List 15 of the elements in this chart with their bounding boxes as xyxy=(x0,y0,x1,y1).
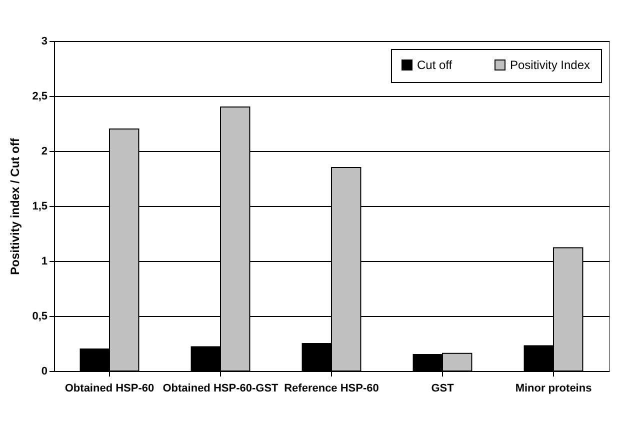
y-tick-label: 0 xyxy=(41,366,48,378)
y-tick-label: 2 xyxy=(41,146,48,158)
x-tick-label: Reference HSP-60 xyxy=(284,382,379,394)
y-tick-label: 1,5 xyxy=(32,200,48,212)
y-tick-label: 3 xyxy=(41,36,48,48)
x-tick-label: Obtained HSP-60-GST xyxy=(162,382,279,394)
x-tick-label: GST xyxy=(431,382,454,394)
y-tick-label: 2,5 xyxy=(32,90,48,102)
y-tick-label: 0,5 xyxy=(32,310,48,322)
legend-label: Positivity Index xyxy=(510,58,590,72)
y-tick-label: 1 xyxy=(41,256,48,268)
legend-label: Cut off xyxy=(417,58,453,72)
x-tick-label: Minor proteins xyxy=(515,382,592,394)
y-axis-title: Positivity index / Cut off xyxy=(8,137,22,275)
x-tick-label: Obtained HSP-60 xyxy=(64,382,154,394)
